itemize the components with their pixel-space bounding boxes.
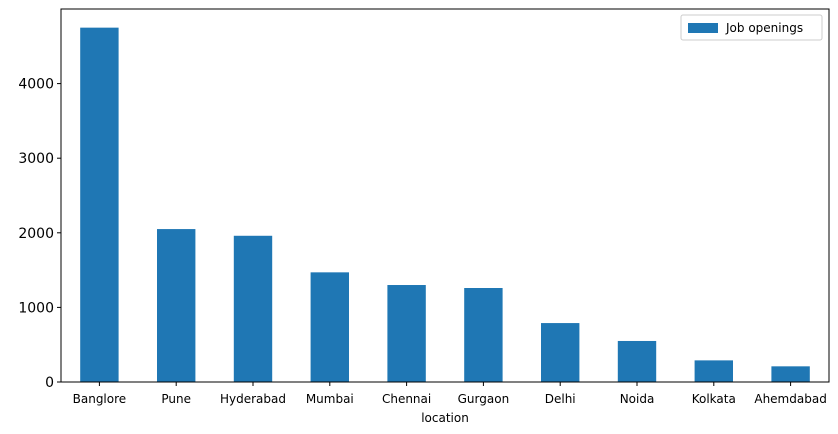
bar-kolkata bbox=[694, 360, 733, 382]
legend-swatch bbox=[688, 23, 718, 33]
bar-chennai bbox=[387, 285, 426, 382]
x-tick-label: Delhi bbox=[545, 392, 576, 406]
axes-layer bbox=[60, 8, 830, 383]
axes-frame bbox=[60, 8, 830, 383]
x-tick-label: Hyderabad bbox=[220, 392, 286, 406]
bar-gurgaon bbox=[464, 288, 503, 382]
x-tick-label: Ahemdabad bbox=[754, 392, 826, 406]
x-tick-label: Gurgaon bbox=[458, 392, 510, 406]
bar-pune bbox=[157, 229, 196, 382]
y-tick-label: 4000 bbox=[18, 77, 54, 93]
bar-delhi bbox=[541, 323, 580, 382]
x-tick-label: Chennai bbox=[382, 392, 431, 406]
legend: Job openings bbox=[680, 14, 823, 41]
y-tick-label: 2000 bbox=[18, 226, 54, 242]
x-axis-label: location bbox=[421, 411, 469, 425]
legend-label: Job openings bbox=[725, 21, 803, 35]
y-tick-label: 0 bbox=[45, 375, 54, 391]
bar-mumbai bbox=[310, 272, 349, 382]
x-axis-ticks: Banglore Pune Hyderabad Mumbai Chennai Gurgao… bbox=[73, 382, 827, 406]
bars-layer bbox=[80, 27, 810, 383]
x-tick-label: Mumbai bbox=[306, 392, 354, 406]
y-tick-label: 1000 bbox=[18, 300, 54, 316]
bar-hyderabad bbox=[233, 235, 273, 382]
x-tick-label: Noida bbox=[620, 392, 655, 406]
y-tick-label: 3000 bbox=[18, 151, 54, 167]
y-axis-ticks: 0 1000 2000 3000 4000 bbox=[18, 77, 61, 391]
x-tick-label: Kolkata bbox=[692, 392, 736, 406]
bar-ahemdabad bbox=[771, 366, 810, 382]
x-tick-label: Banglore bbox=[73, 392, 127, 406]
bar-noida bbox=[617, 340, 657, 382]
bar-banglore bbox=[80, 27, 119, 383]
legend-frame bbox=[680, 14, 823, 41]
x-tick-label: Pune bbox=[161, 392, 191, 406]
